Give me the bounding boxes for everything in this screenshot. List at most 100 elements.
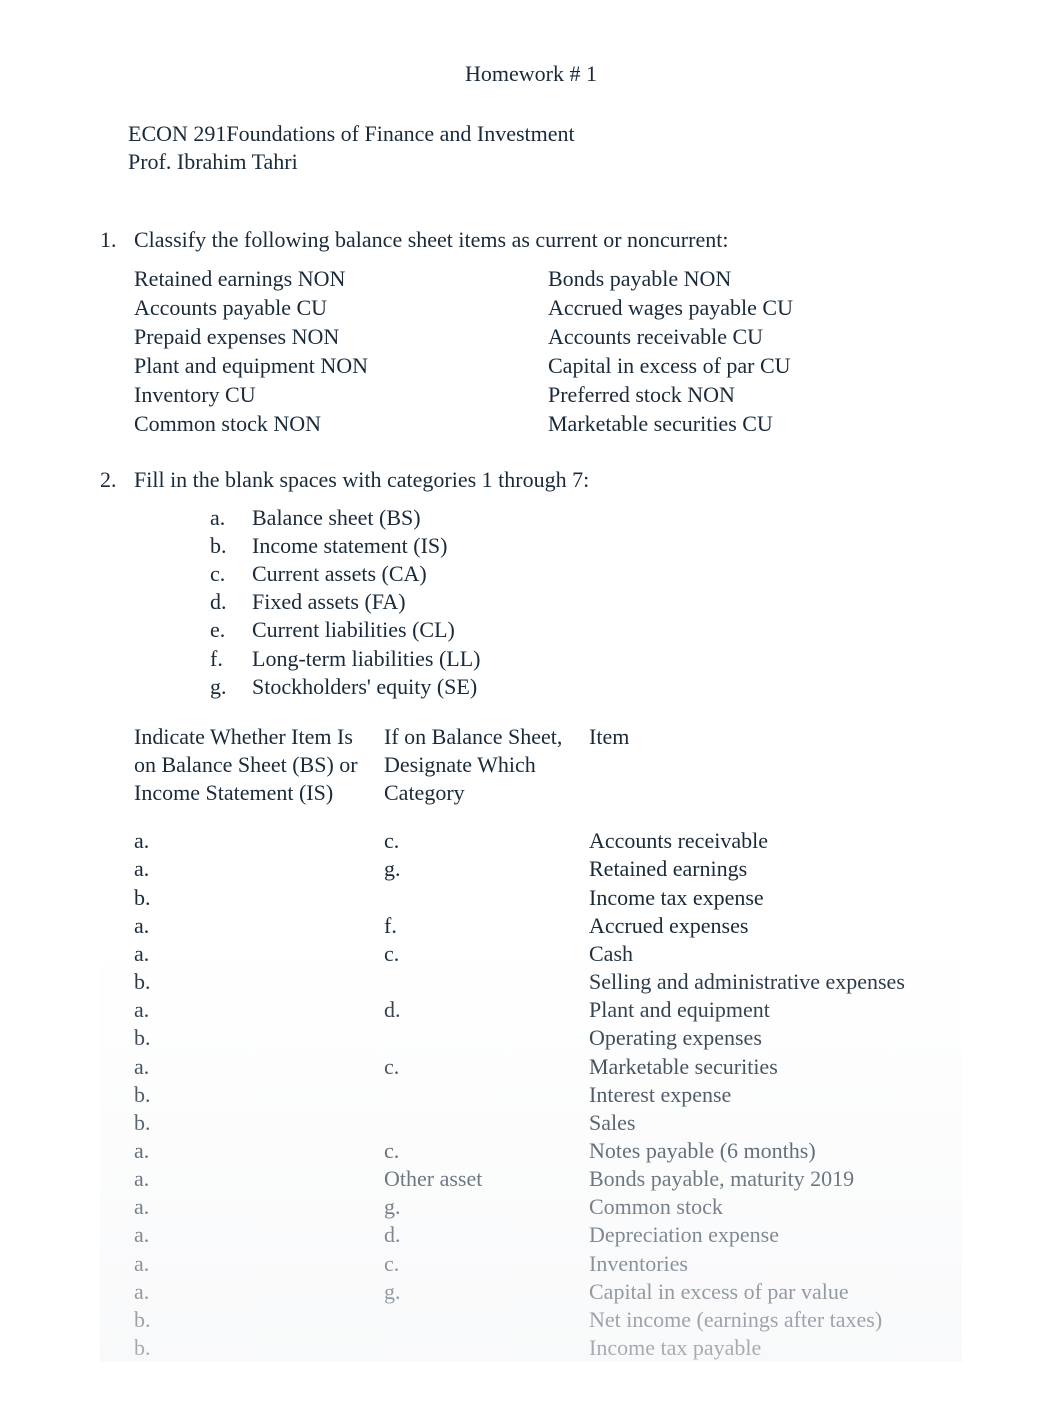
table-cell-col3: Accounts receivable [589, 827, 962, 855]
table-row: a.g.Retained earnings [134, 855, 962, 883]
table-header-col2: If on Balance Sheet, Designate Which Cat… [384, 723, 589, 807]
table-cell-col3: Notes payable (6 months) [589, 1137, 962, 1165]
header-line: If on Balance Sheet, [384, 723, 581, 751]
table-cell-col2: g. [384, 1278, 589, 1306]
q2-table: Indicate Whether Item Is on Balance Shee… [134, 723, 962, 1362]
table-cell-col1: a. [134, 1053, 384, 1081]
table-cell-col2: c. [384, 940, 589, 968]
table-cell-col3: Bonds payable, maturity 2019 [589, 1165, 962, 1193]
table-cell-col3: Retained earnings [589, 855, 962, 883]
table-row: b.Selling and administrative expenses [134, 968, 962, 996]
table-cell-col3: Inventories [589, 1250, 962, 1278]
table-body: a.c.Accounts receivablea.g.Retained earn… [134, 827, 962, 1362]
category-item: e. Current liabilities (CL) [210, 616, 962, 644]
list-item: Marketable securities CU [548, 410, 962, 438]
category-letter: a. [210, 504, 252, 532]
professor-line: Prof. Ibrahim Tahri [128, 148, 962, 176]
table-cell-col2 [384, 1334, 589, 1362]
table-row: a.d.Plant and equipment [134, 996, 962, 1024]
table-cell-col2: d. [384, 1221, 589, 1249]
table-cell-col3: Capital in excess of par value [589, 1278, 962, 1306]
table-cell-col3: Cash [589, 940, 962, 968]
category-letter: c. [210, 560, 252, 588]
list-item: Accrued wages payable CU [548, 294, 962, 322]
table-cell-col2: c. [384, 827, 589, 855]
q1-left-column: Retained earnings NON Accounts payable C… [134, 265, 548, 440]
table-cell-col1: b. [134, 1024, 384, 1052]
table-row: a.c.Notes payable (6 months) [134, 1137, 962, 1165]
table-cell-col3: Income tax payable [589, 1334, 962, 1362]
table-cell-col3: Plant and equipment [589, 996, 962, 1024]
table-cell-col2: c. [384, 1137, 589, 1165]
category-letter: e. [210, 616, 252, 644]
table-row: b. Net income (earnings after taxes) [134, 1306, 962, 1334]
list-item: Inventory CU [134, 381, 548, 409]
category-text: Long-term liabilities (LL) [252, 645, 481, 673]
q1-right-column: Bonds payable NON Accrued wages payable … [548, 265, 962, 440]
header-line: Designate Which [384, 751, 581, 779]
category-item: c. Current assets (CA) [210, 560, 962, 588]
category-item: g. Stockholders' equity (SE) [210, 673, 962, 701]
table-cell-col2: c. [384, 1053, 589, 1081]
table-row: a.d.Depreciation expense [134, 1221, 962, 1249]
question-number: 2. [100, 466, 134, 494]
page-title: Homework # 1 [100, 60, 962, 88]
table-row: a.Other assetBonds payable, maturity 201… [134, 1165, 962, 1193]
list-item: Common stock NON [134, 410, 548, 438]
table-cell-col1: a. [134, 1165, 384, 1193]
table-cell-col1: a. [134, 996, 384, 1024]
table-cell-col3: Selling and administrative expenses [589, 968, 962, 996]
table-cell-col3: Accrued expenses [589, 912, 962, 940]
table-cell-col3: Operating expenses [589, 1024, 962, 1052]
question-prompt: Classify the following balance sheet ite… [134, 226, 962, 254]
table-row: a.g.Common stock [134, 1193, 962, 1221]
category-letter: b. [210, 532, 252, 560]
q2-category-list: a. Balance sheet (BS) b. Income statemen… [210, 504, 962, 701]
q1-two-column-list: Retained earnings NON Accounts payable C… [134, 265, 962, 440]
question-2: 2. Fill in the blank spaces with categor… [100, 466, 962, 1363]
category-text: Stockholders' equity (SE) [252, 673, 477, 701]
question-number: 1. [100, 226, 134, 254]
header-line: Item [589, 723, 962, 751]
table-cell-col2 [384, 1024, 589, 1052]
table-cell-col1: a. [134, 1278, 384, 1306]
category-item: f. Long-term liabilities (LL) [210, 645, 962, 673]
table-cell-col2: Other asset [384, 1165, 589, 1193]
category-item: b. Income statement (IS) [210, 532, 962, 560]
page: Homework # 1 ECON 291Foundations of Fina… [0, 0, 1062, 1428]
table-cell-col1: b. [134, 1081, 384, 1109]
table-cell-col1: a. [134, 855, 384, 883]
question-1: 1. Classify the following balance sheet … [100, 226, 962, 439]
table-cell-col1: b. [134, 1306, 384, 1334]
table-row: a.g.Capital in excess of par value [134, 1278, 962, 1306]
course-line: ECON 291Foundations of Finance and Inves… [128, 120, 962, 148]
table-cell-col3: Sales [589, 1109, 962, 1137]
category-text: Income statement (IS) [252, 532, 448, 560]
table-cell-col3: Net income (earnings after taxes) [589, 1306, 962, 1334]
category-item: a. Balance sheet (BS) [210, 504, 962, 532]
table-cell-col3: Marketable securities [589, 1053, 962, 1081]
table-cell-col1: a. [134, 940, 384, 968]
table-cell-col1: a. [134, 827, 384, 855]
list-item: Prepaid expenses NON [134, 323, 548, 351]
table-cell-col3: Depreciation expense [589, 1221, 962, 1249]
category-text: Fixed assets (FA) [252, 588, 406, 616]
list-item: Preferred stock NON [548, 381, 962, 409]
table-cell-col3: Interest expense [589, 1081, 962, 1109]
table-cell-col2: c. [384, 1250, 589, 1278]
list-item: Accounts payable CU [134, 294, 548, 322]
table-cell-col2 [384, 1081, 589, 1109]
table-row: a.c.Accounts receivable [134, 827, 962, 855]
table-cell-col1: a. [134, 912, 384, 940]
table-cell-col2 [384, 884, 589, 912]
category-text: Current liabilities (CL) [252, 616, 455, 644]
header-line: Income Statement (IS) [134, 779, 376, 807]
list-item: Plant and equipment NON [134, 352, 548, 380]
course-header: ECON 291Foundations of Finance and Inves… [128, 120, 962, 176]
category-item: d. Fixed assets (FA) [210, 588, 962, 616]
category-letter: d. [210, 588, 252, 616]
list-item: Accounts receivable CU [548, 323, 962, 351]
table-header-col1: Indicate Whether Item Is on Balance Shee… [134, 723, 384, 807]
table-cell-col2: g. [384, 1193, 589, 1221]
table-cell-col1: a. [134, 1250, 384, 1278]
